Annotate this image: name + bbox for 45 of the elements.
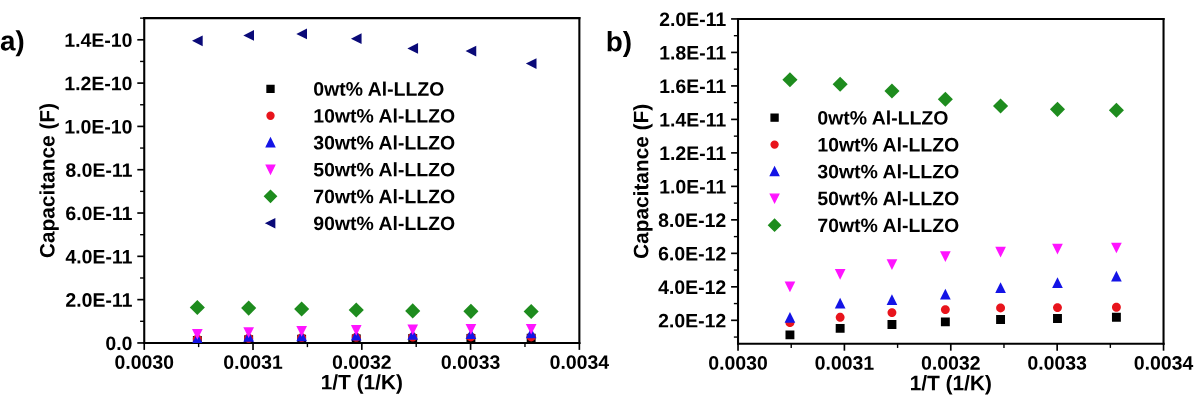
y-tick-label: 8.0E-12 [658,213,726,228]
legend-label: 30wt% Al-LLZO [817,164,959,179]
x-axis-title: 1/T (1/K) [322,374,402,394]
legend-label: 10wt% Al-LLZO [314,108,455,123]
legend-label: 70wt% Al-LLZO [818,217,959,233]
x-tick-label: 0.0034 [550,355,609,370]
y-tick-label: 6.0E-12 [658,246,726,261]
legend-label: 50wt% Al-LLZO [313,162,455,177]
x-tick-label: 0.0032 [921,356,980,370]
y-tick-label: 1.2E-10 [65,76,132,91]
y-tick-label: 1.6E-11 [660,79,726,94]
y-tick-label: 1.0E-10 [65,119,132,134]
y-tick-label: 4.0E-12 [658,280,726,295]
y-axis-title: Capacitance (F) [633,104,653,259]
x-tick-label: 0.0030 [709,356,767,370]
x-tick-label: 0.0031 [224,355,283,370]
text: a) [0,30,24,57]
legend-label: 70wt% Al-LLZO [314,189,455,204]
y-tick-label: 2.0E-12 [658,313,726,328]
legend-label: 0wt% Al-LLZO [314,81,444,96]
y-tick-label: 0.0 [106,336,132,351]
legend-label: 10wt% Al-LLZO [818,137,959,152]
x-axis-title: 1/T (1/K) [911,375,991,395]
y-tick-label: 1.4E-11 [660,113,726,127]
x-tick-label: 0.0031 [815,356,874,370]
y-tick-label: 1.0E-11 [660,179,726,194]
text: b) [607,31,631,57]
x-tick-label: 0.0033 [441,355,500,370]
y-tick-label: 1.8E-11 [660,45,726,60]
x-tick-label: 0.0033 [1028,356,1087,370]
legend-label: 0wt% Al-LLZO [818,110,948,125]
y-tick-label: 2.0E-11 [66,293,132,307]
x-tick-label: 0.0034 [1134,356,1194,370]
y-tick-label: 8.0E-11 [66,163,132,177]
legend-label: 90wt% Al-LLZO [313,215,455,231]
y-tick-label: 1.2E-11 [660,146,726,160]
y-axis-title: Capacitance (F) [39,104,59,258]
legend-label: 30wt% Al-LLZO [313,135,455,150]
y-tick-label: 1.4E-10 [65,33,132,48]
legend-label: 50wt% Al-LLZO [817,191,959,206]
y-tick-label: 6.0E-11 [66,206,132,221]
x-tick-label: 0.0032 [332,355,391,370]
y-tick-label: 4.0E-11 [65,249,132,264]
x-tick-label: 0.0030 [115,355,174,370]
y-tick-label: 2.0E-11 [659,12,726,27]
